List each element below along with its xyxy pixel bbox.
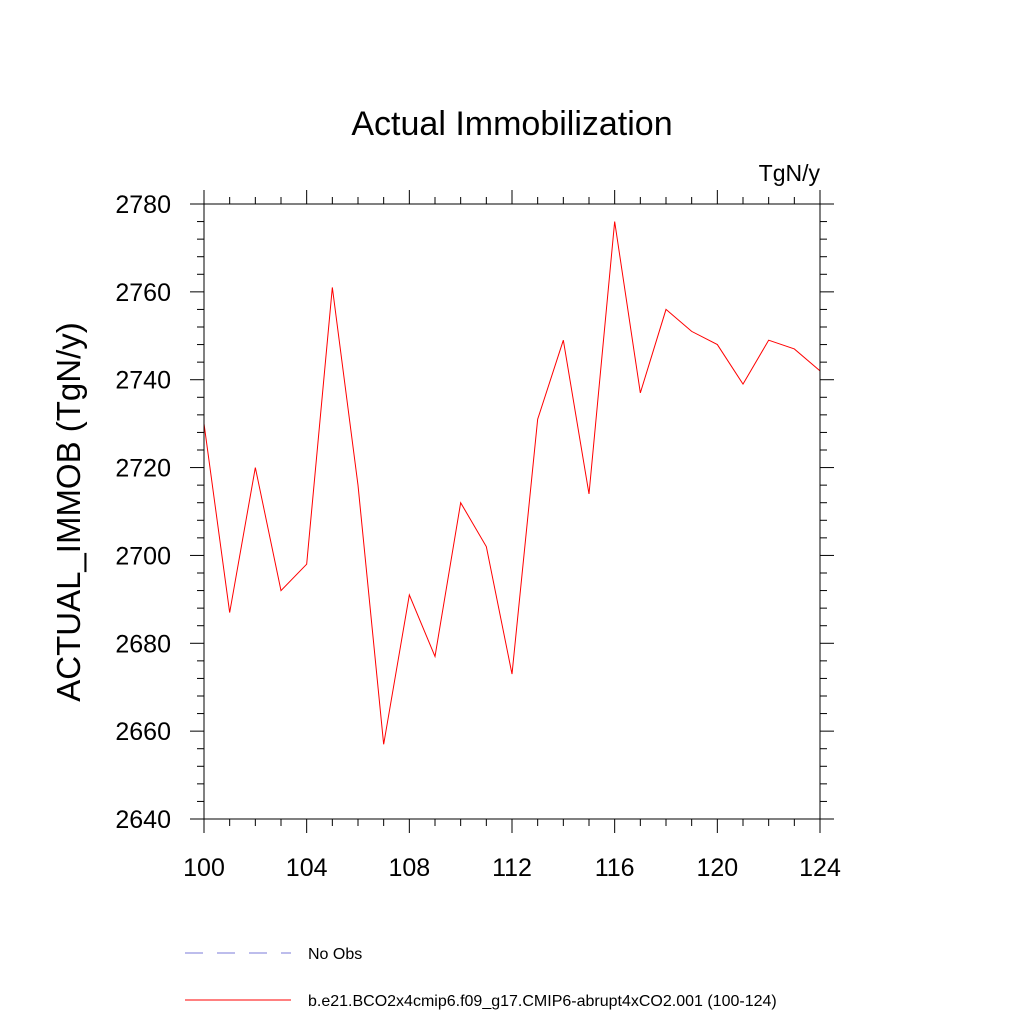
x-tick-label: 100 [183, 854, 225, 882]
x-tick-label: 108 [388, 854, 430, 882]
x-tick-label: 124 [799, 854, 841, 882]
minor-ticks [197, 197, 827, 826]
y-tick-label: 2780 [115, 191, 171, 219]
y-axis-label: ACTUAL_IMMOB (TgN/y) [50, 322, 87, 702]
y-tick-label: 2720 [115, 455, 171, 483]
legend: No Obs b.e21.BCO2x4cmip6.f09_g17.CMIP6-a… [185, 946, 777, 1010]
legend-label-no-obs: No Obs [308, 946, 362, 963]
y-tick-label: 2680 [115, 630, 171, 658]
x-tick-label: 116 [595, 854, 635, 882]
series-line-0 [203, 221, 821, 745]
units-label: TgN/y [759, 160, 821, 186]
legend-label-model-run: b.e21.BCO2x4cmip6.f09_g17.CMIP6-abrupt4x… [308, 993, 777, 1010]
x-tick-label: 104 [286, 854, 328, 882]
y-tick-label: 2660 [115, 718, 171, 746]
x-tick-labels: 100 104 108 112 116 120 124 [183, 854, 841, 882]
y-tick-label: 2740 [115, 367, 171, 395]
major-ticks [190, 190, 834, 833]
y-tick-label: 2760 [115, 279, 171, 307]
x-tick-label: 120 [696, 854, 738, 882]
plot-frame [203, 203, 821, 820]
y-tick-label: 2700 [115, 542, 171, 570]
x-tick-label: 112 [492, 854, 532, 882]
y-tick-labels: 2640 2660 2680 2700 2720 2740 2760 2780 [115, 191, 171, 834]
chart-title: Actual Immobilization [351, 105, 672, 143]
series-layer [203, 221, 821, 745]
y-tick-label: 2640 [115, 806, 171, 834]
